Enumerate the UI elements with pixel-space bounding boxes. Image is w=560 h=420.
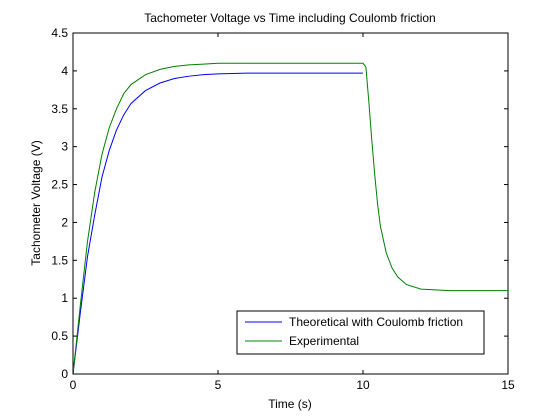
y-tick-label: 1 (61, 291, 68, 305)
series-layer (72, 62, 508, 375)
y-tick-label: 0 (61, 367, 68, 381)
y-tick-label: 3.5 (51, 102, 68, 116)
y-tick-label: 2.5 (51, 178, 68, 192)
series-line-experimental (72, 62, 508, 375)
y-axis-label: Tachometer Voltage (V) (29, 140, 43, 265)
legend-label-experimental: Experimental (289, 334, 359, 348)
x-axis-label: Time (s) (268, 397, 312, 411)
series-line-theoretical (72, 72, 363, 375)
legend-box (236, 310, 485, 355)
y-tick-label: 4 (61, 64, 68, 78)
x-tick-label: 10 (356, 378, 370, 392)
x-tick-label: 15 (501, 378, 515, 392)
legend-label-theoretical: Theoretical with Coulomb friction (289, 315, 463, 329)
y-tick-label: 0.5 (51, 329, 68, 343)
y-tick-label: 3 (61, 140, 68, 154)
y-tick-label: 4.5 (51, 26, 68, 40)
y-tick-label: 1.5 (51, 253, 68, 267)
tick-layer: 0 5 10 15 0 0.5 1 1.5 2 2.5 3 3.5 4 4.5 (51, 26, 515, 392)
x-tick-label: 0 (70, 378, 77, 392)
x-tick-label: 5 (215, 378, 222, 392)
chart-title: Tachometer Voltage vs Time including Cou… (144, 11, 435, 25)
legend: Theoretical with Coulomb friction Experi… (236, 310, 485, 355)
y-tick-label: 2 (61, 215, 68, 229)
